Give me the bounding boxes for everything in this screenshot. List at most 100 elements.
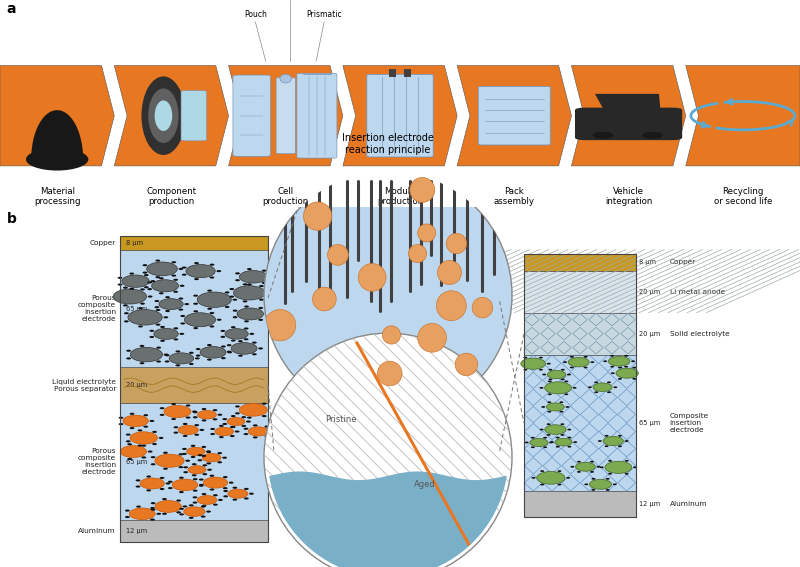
Circle shape: [247, 284, 252, 286]
Circle shape: [202, 446, 206, 448]
Text: Aluminum: Aluminum: [670, 501, 707, 507]
Circle shape: [178, 308, 183, 311]
Circle shape: [225, 291, 230, 294]
Circle shape: [190, 445, 195, 447]
Text: Aluminum: Aluminum: [78, 528, 116, 534]
Circle shape: [174, 426, 178, 429]
Circle shape: [189, 352, 194, 354]
Ellipse shape: [26, 148, 88, 171]
Circle shape: [155, 260, 160, 262]
Circle shape: [258, 319, 263, 321]
Circle shape: [231, 415, 236, 417]
Circle shape: [142, 445, 146, 447]
Circle shape: [174, 431, 178, 434]
Circle shape: [171, 274, 176, 277]
Circle shape: [180, 315, 185, 317]
Circle shape: [242, 284, 247, 285]
Circle shape: [146, 476, 151, 477]
Circle shape: [152, 431, 157, 433]
Circle shape: [194, 278, 199, 280]
Circle shape: [252, 341, 257, 344]
Circle shape: [223, 495, 228, 497]
Text: Cell
production: Cell production: [262, 187, 309, 206]
Circle shape: [262, 415, 266, 417]
Circle shape: [549, 369, 553, 371]
Circle shape: [197, 292, 231, 307]
Circle shape: [120, 446, 146, 458]
Circle shape: [192, 463, 197, 466]
Circle shape: [199, 429, 204, 431]
Circle shape: [583, 356, 587, 358]
Circle shape: [594, 382, 598, 383]
Circle shape: [610, 373, 614, 374]
Circle shape: [126, 357, 131, 359]
Circle shape: [258, 307, 263, 309]
Circle shape: [227, 417, 245, 426]
Circle shape: [210, 428, 215, 430]
Circle shape: [259, 299, 264, 301]
Circle shape: [238, 340, 242, 342]
Circle shape: [237, 308, 263, 320]
Circle shape: [258, 348, 263, 349]
FancyBboxPatch shape: [297, 73, 337, 158]
Circle shape: [523, 369, 527, 371]
Circle shape: [545, 382, 571, 394]
Bar: [524, 312, 636, 355]
Circle shape: [202, 464, 207, 467]
Text: 20 μm: 20 μm: [639, 331, 661, 337]
Circle shape: [200, 346, 226, 358]
Circle shape: [150, 329, 154, 332]
Circle shape: [146, 489, 151, 492]
Circle shape: [567, 446, 571, 447]
Circle shape: [235, 272, 240, 274]
Circle shape: [221, 336, 226, 338]
Circle shape: [573, 387, 577, 389]
Circle shape: [250, 333, 254, 335]
Circle shape: [142, 264, 147, 266]
Circle shape: [213, 503, 218, 506]
FancyBboxPatch shape: [366, 74, 434, 157]
Text: Aged: Aged: [414, 480, 436, 489]
Polygon shape: [457, 66, 571, 166]
Circle shape: [140, 303, 145, 304]
Circle shape: [210, 325, 214, 328]
Circle shape: [221, 345, 226, 348]
Circle shape: [156, 346, 161, 349]
Circle shape: [262, 403, 266, 405]
FancyBboxPatch shape: [233, 75, 270, 156]
Text: 65 μm: 65 μm: [639, 420, 661, 426]
Text: Solid electrolyte: Solid electrolyte: [670, 331, 730, 337]
Circle shape: [616, 368, 638, 378]
Circle shape: [583, 367, 587, 369]
Circle shape: [226, 344, 231, 346]
Circle shape: [613, 484, 617, 485]
Circle shape: [194, 303, 198, 305]
Circle shape: [130, 348, 162, 362]
Circle shape: [210, 312, 214, 314]
Circle shape: [264, 435, 269, 437]
FancyBboxPatch shape: [276, 78, 295, 154]
Circle shape: [179, 513, 184, 515]
Circle shape: [123, 286, 128, 289]
Circle shape: [610, 366, 614, 367]
Circle shape: [603, 361, 607, 362]
Circle shape: [194, 327, 198, 329]
Circle shape: [558, 470, 562, 472]
Circle shape: [540, 470, 544, 472]
Circle shape: [252, 353, 257, 356]
Circle shape: [136, 485, 141, 488]
Ellipse shape: [303, 202, 332, 230]
Circle shape: [206, 450, 211, 452]
Circle shape: [202, 408, 206, 410]
Bar: [524, 270, 636, 312]
Text: Copper: Copper: [670, 259, 696, 265]
Circle shape: [605, 462, 632, 473]
Circle shape: [225, 329, 248, 339]
Circle shape: [156, 361, 161, 362]
Circle shape: [210, 433, 215, 435]
Ellipse shape: [418, 224, 436, 242]
Circle shape: [140, 345, 145, 347]
Circle shape: [176, 511, 181, 514]
Circle shape: [547, 370, 566, 379]
Circle shape: [194, 262, 199, 264]
